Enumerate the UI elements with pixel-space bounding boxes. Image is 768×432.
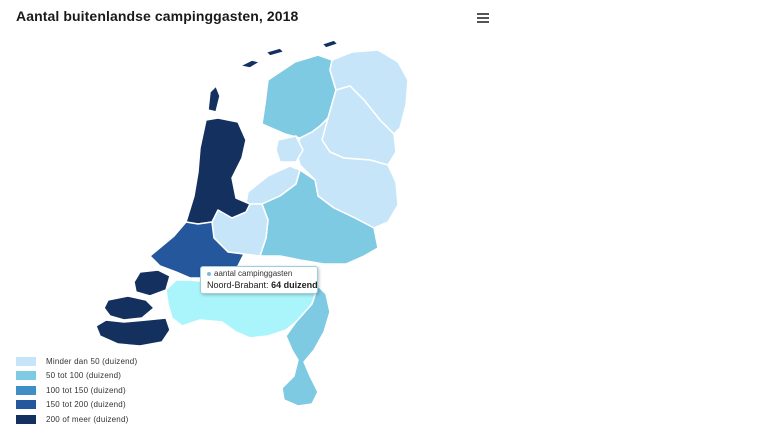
legend-label: 200 of meer (duizend): [46, 414, 129, 424]
hamburger-menu-icon[interactable]: [474, 10, 492, 26]
province-limburg[interactable]: [281, 285, 331, 407]
legend-label: 50 tot 100 (duizend): [46, 371, 122, 381]
chart-title: Aantal buitenlandse campinggasten, 2018: [16, 8, 299, 24]
legend-swatch: [16, 371, 36, 381]
legend-swatch: [16, 414, 36, 424]
tooltip-region: Noord-Brabant: [207, 280, 267, 290]
legend-label: Minder dan 50 (duizend): [46, 356, 138, 366]
legend-label: 150 tot 200 (duizend): [46, 400, 126, 410]
legend-swatch: [16, 400, 36, 410]
legend-item[interactable]: 150 tot 200 (duizend): [16, 398, 137, 413]
series-dot-icon: [207, 272, 211, 276]
province-zeeland[interactable]: [95, 269, 171, 347]
province-noord-holland[interactable]: [185, 39, 339, 225]
legend-item[interactable]: Minder dan 50 (duizend): [16, 354, 137, 369]
legend: Minder dan 50 (duizend) 50 tot 100 (duiz…: [16, 354, 137, 427]
tooltip-value: 64 duizend: [271, 280, 318, 290]
legend-swatch: [16, 385, 36, 395]
map-tooltip: aantal campinggasten Noord-Brabant: 64 d…: [200, 266, 318, 294]
legend-swatch: [16, 356, 36, 366]
tooltip-separator: :: [266, 280, 272, 290]
legend-item[interactable]: 100 tot 150 (duizend): [16, 383, 137, 398]
legend-label: 100 tot 150 (duizend): [46, 385, 126, 395]
tooltip-series: aantal campinggasten: [214, 269, 293, 278]
legend-item[interactable]: 200 of meer (duizend): [16, 412, 137, 427]
legend-item[interactable]: 50 tot 100 (duizend): [16, 369, 137, 384]
